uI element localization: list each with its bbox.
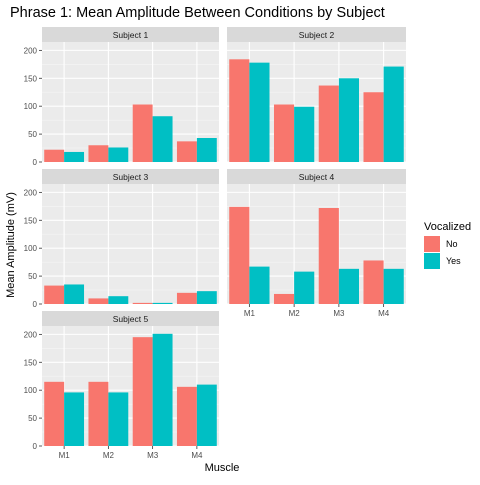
- facet-panel: Subject 5 0 50 100 150 200 M1 M2 M3 M4: [24, 311, 219, 460]
- bar: [274, 105, 294, 162]
- bar: [133, 337, 153, 446]
- bar: [153, 303, 173, 304]
- facet-strip-label: Subject 2: [299, 30, 335, 40]
- facet-panel: Subject 1 0 50 100 150 200: [24, 27, 219, 167]
- bar: [88, 145, 108, 162]
- y-tick-label: 150: [24, 216, 38, 225]
- bar: [108, 296, 128, 304]
- bar: [153, 116, 173, 162]
- x-tick-label: M4: [191, 451, 203, 460]
- legend-key: [424, 253, 440, 269]
- bar: [44, 286, 64, 304]
- bar: [197, 385, 217, 446]
- y-tick-label: 200: [24, 46, 38, 55]
- y-tick-label: 0: [33, 442, 38, 451]
- facet-strip-label: Subject 5: [113, 314, 149, 324]
- y-tick-label: 100: [24, 386, 38, 395]
- facet-strip-label: Subject 1: [113, 30, 149, 40]
- y-tick-label: 150: [24, 74, 38, 83]
- y-tick-label: 0: [33, 158, 38, 167]
- bar: [64, 152, 84, 162]
- facets-layer: Subject 1 0 50 100 150 200 Subject 2 Subject 3 0…: [24, 27, 406, 460]
- y-tick-label: 200: [24, 188, 38, 197]
- facet-panel: Subject 2: [227, 27, 406, 162]
- bar: [339, 269, 359, 304]
- bar: [384, 269, 404, 304]
- x-tick-label: M3: [147, 451, 159, 460]
- bar: [177, 141, 197, 162]
- bar: [363, 92, 383, 162]
- x-tick-label: M1: [59, 451, 71, 460]
- bar: [363, 260, 383, 304]
- x-tick-label: M4: [378, 309, 390, 318]
- chart-title: Phrase 1: Mean Amplitude Between Conditi…: [10, 5, 385, 21]
- bar: [44, 150, 64, 162]
- facet-panel: Subject 4 M1 M2 M3 M4: [227, 169, 406, 318]
- bar: [274, 294, 294, 304]
- bar: [319, 208, 339, 304]
- bar: [88, 382, 108, 446]
- bar: [177, 387, 197, 446]
- x-tick-label: M2: [289, 309, 301, 318]
- bar: [319, 86, 339, 162]
- y-tick-label: 200: [24, 330, 38, 339]
- bar: [294, 107, 314, 162]
- facet-strip-label: Subject 4: [299, 172, 335, 182]
- bar: [197, 291, 217, 304]
- bar: [229, 207, 249, 304]
- y-tick-label: 0: [33, 300, 38, 309]
- y-axis-label: Mean Amplitude (mV): [5, 192, 17, 298]
- x-axis-label: Muscle: [205, 462, 240, 474]
- bar: [229, 59, 249, 162]
- legend-label: No: [446, 239, 458, 249]
- bar: [339, 78, 359, 162]
- y-tick-label: 50: [28, 272, 37, 281]
- bar: [384, 67, 404, 162]
- legend-title: Vocalized: [424, 221, 471, 233]
- legend-label: Yes: [446, 256, 461, 266]
- bar: [108, 147, 128, 162]
- legend-key: [424, 236, 440, 252]
- legend-entries: No Yes: [424, 236, 461, 269]
- y-tick-label: 100: [24, 102, 38, 111]
- bar: [153, 334, 173, 446]
- bar: [249, 63, 269, 162]
- y-tick-label: 50: [28, 414, 37, 423]
- bar: [197, 138, 217, 162]
- bar: [108, 392, 128, 446]
- x-tick-label: M1: [244, 309, 256, 318]
- legend: Vocalized No Yes: [424, 221, 471, 269]
- bar: [64, 284, 84, 304]
- y-tick-label: 150: [24, 358, 38, 367]
- y-tick-label: 50: [28, 130, 37, 139]
- bar: [294, 272, 314, 304]
- bar: [177, 293, 197, 304]
- facet-strip-label: Subject 3: [113, 172, 149, 182]
- bar: [133, 105, 153, 162]
- bar: [249, 267, 269, 304]
- y-tick-label: 100: [24, 244, 38, 253]
- x-tick-label: M3: [333, 309, 345, 318]
- x-tick-label: M2: [103, 451, 115, 460]
- bar: [133, 303, 153, 304]
- bar: [88, 298, 108, 304]
- bar: [44, 382, 64, 446]
- bar: [64, 392, 84, 446]
- facet-panel: Subject 3 0 50 100 150 200: [24, 169, 219, 309]
